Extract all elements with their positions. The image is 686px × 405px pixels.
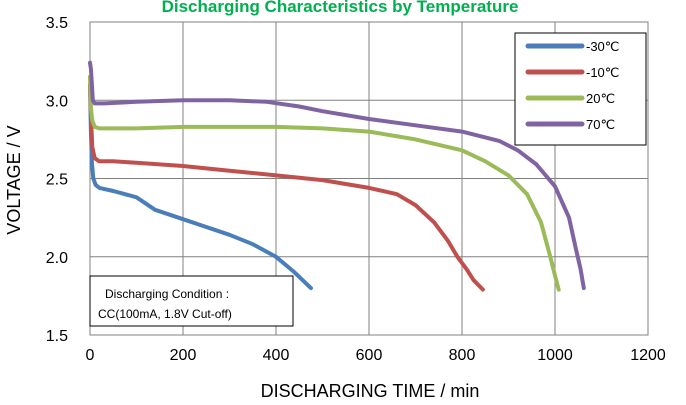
y-tick-label: 1.5 (46, 328, 68, 345)
legend-label-1: -30℃ (586, 39, 619, 54)
y-tick-label: 3.5 (46, 15, 68, 32)
legend: -30℃ -10℃ 20℃ 70℃ (514, 32, 647, 146)
x-tick-label: 0 (86, 347, 95, 364)
plot-area (89, 21, 649, 336)
x-tick-label: 200 (170, 347, 197, 364)
note-line-2: CC(100mA, 1.8V Cut-off) (98, 307, 232, 321)
series-line-3 (88, 74, 561, 292)
y-axis-label: VOLTAGE / V (4, 125, 24, 234)
x-tick-label: 1200 (630, 347, 666, 364)
series-line-2 (88, 82, 485, 292)
x-tick-label: 1000 (537, 347, 573, 364)
note-line-1: Discharging Condition : (105, 287, 229, 301)
discharge-condition-note: Discharging Condition : CC(100mA, 1.8V C… (89, 275, 294, 327)
x-tick-label: 800 (449, 347, 476, 364)
chart-title: Discharging Characteristics by Temperatu… (162, 0, 519, 16)
legend-label-2: -10℃ (586, 65, 619, 80)
legend-label-4: 70℃ (586, 117, 615, 132)
y-tick-label: 3.0 (46, 93, 68, 110)
x-tick-label: 600 (356, 347, 383, 364)
y-axis-ticks: 1.5 2.0 2.5 3.0 3.5 (46, 15, 68, 345)
series-line-4 (88, 60, 586, 291)
series-line-1 (88, 82, 313, 291)
series-lines (88, 60, 586, 292)
x-tick-label: 400 (263, 347, 290, 364)
x-axis-label: DISCHARGING TIME / min (261, 381, 480, 401)
y-tick-label: 2.5 (46, 172, 68, 189)
legend-label-3: 20℃ (586, 91, 615, 106)
y-tick-label: 2.0 (46, 250, 68, 267)
x-axis-ticks: 0 200 400 600 800 1000 1200 (86, 347, 666, 364)
